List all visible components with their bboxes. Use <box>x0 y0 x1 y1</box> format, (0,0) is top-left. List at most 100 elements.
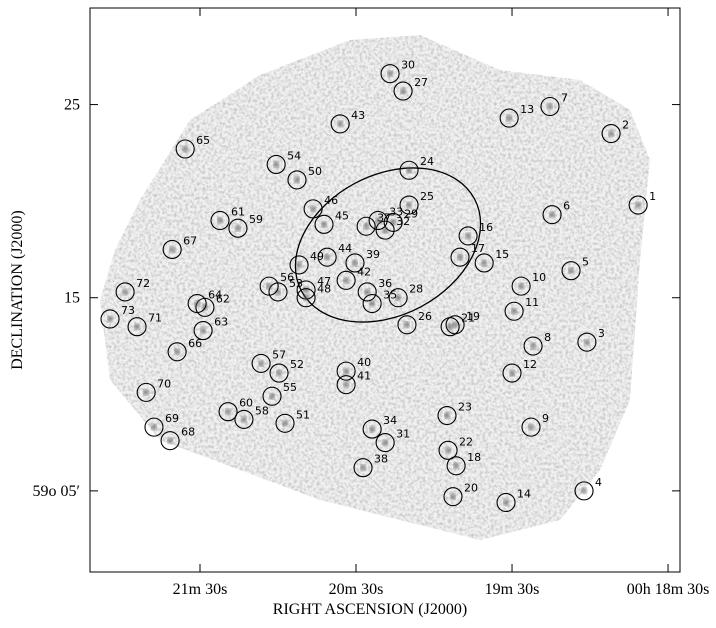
sources: 1234567891011121314151617181920212223242… <box>100 59 656 513</box>
source-circle <box>450 247 470 267</box>
source-label: 65 <box>196 134 210 147</box>
source-circle <box>262 386 282 406</box>
source-circle <box>368 210 388 231</box>
source-circle <box>511 276 531 296</box>
plot-frame <box>89 7 681 573</box>
source-blob <box>352 259 358 266</box>
source-blob <box>167 437 173 444</box>
source-label: 19 <box>466 310 480 323</box>
source-circle <box>383 212 403 232</box>
source-label: 51 <box>296 408 310 421</box>
source-circle <box>523 336 543 356</box>
source-label: 5 <box>582 256 589 269</box>
x-axis-label: RIGHT ASCENSION (J2000) <box>273 601 467 618</box>
source-circle <box>218 402 238 422</box>
source-circle <box>115 282 135 302</box>
source-blob <box>273 161 279 168</box>
source-blob <box>276 370 282 377</box>
source-circle <box>193 321 213 341</box>
source-blob <box>343 368 349 375</box>
y-tick-label: 15 <box>64 290 80 307</box>
source-label: 27 <box>414 76 428 89</box>
source-label: 73 <box>121 304 135 317</box>
source-blob <box>269 393 275 400</box>
source-circle <box>393 81 413 101</box>
source-circle <box>443 487 463 507</box>
source-circle <box>375 220 395 240</box>
source-circle <box>628 195 648 215</box>
source-blob <box>364 288 370 295</box>
source-circle <box>175 139 195 159</box>
source-label: 64 <box>208 289 222 302</box>
source-circle <box>251 353 271 373</box>
source-blob <box>584 339 590 346</box>
source-blob <box>363 223 369 230</box>
source-blob <box>258 360 264 367</box>
source-circle <box>259 276 279 296</box>
source-blob <box>169 246 175 253</box>
source-label: 30 <box>401 59 415 72</box>
source-blob <box>282 420 288 427</box>
source-circle <box>601 123 621 144</box>
source-blob <box>453 462 459 469</box>
source-blob <box>151 424 157 431</box>
source-circle <box>356 216 376 236</box>
source-label: 6 <box>563 200 570 213</box>
source-label: 14 <box>517 487 531 500</box>
source-blob <box>406 167 412 174</box>
source-circle <box>446 456 466 476</box>
source-blob <box>481 259 487 266</box>
source-blob <box>310 205 316 212</box>
source-label: 63 <box>214 316 228 329</box>
source-circle <box>380 64 400 84</box>
source-circle <box>496 492 516 513</box>
source-circle <box>438 440 458 460</box>
source-blob <box>511 308 517 315</box>
source-label: 7 <box>561 92 568 105</box>
source-blob <box>266 283 272 290</box>
source-circle <box>504 301 524 321</box>
source-label: 13 <box>520 103 534 116</box>
source-circle <box>474 253 494 273</box>
source-blob <box>241 416 247 423</box>
source-blob <box>235 225 241 232</box>
source-label: 42 <box>357 265 371 278</box>
source-blob <box>452 321 458 328</box>
source-blob <box>182 146 188 152</box>
source-label: 38 <box>374 453 388 466</box>
source-blob <box>343 381 349 388</box>
source-circle <box>499 108 519 128</box>
source-circle <box>162 239 182 259</box>
source-circle <box>440 317 460 337</box>
source-circle <box>136 382 156 402</box>
source-blob <box>382 227 388 234</box>
source-label: 54 <box>287 149 301 162</box>
source-blob <box>549 211 555 218</box>
source-label: 22 <box>459 435 473 448</box>
source-circle <box>542 205 562 225</box>
source-blob <box>122 288 128 295</box>
source-label: 17 <box>471 242 485 255</box>
source-circle <box>289 255 309 275</box>
source-circle <box>502 363 522 383</box>
source-blob <box>444 412 450 419</box>
source-circle <box>317 247 337 267</box>
source-label: 21 <box>461 312 475 325</box>
source-label: 31 <box>396 428 410 441</box>
source-blob <box>503 499 509 506</box>
source-label: 48 <box>317 283 331 296</box>
source-label: 53 <box>289 277 303 290</box>
source-label: 3 <box>598 327 605 340</box>
source-blob <box>375 217 381 224</box>
source-blob <box>321 221 327 228</box>
source-label: 71 <box>148 312 162 325</box>
source-label: 9 <box>542 412 549 425</box>
y-tick-label: 59o 05′ <box>33 483 81 500</box>
source-circle <box>160 431 180 451</box>
source-label: 66 <box>188 337 202 350</box>
source-circle <box>437 405 457 426</box>
source-circle <box>266 154 286 175</box>
source-label: 57 <box>272 348 286 361</box>
source-blob <box>404 321 410 328</box>
